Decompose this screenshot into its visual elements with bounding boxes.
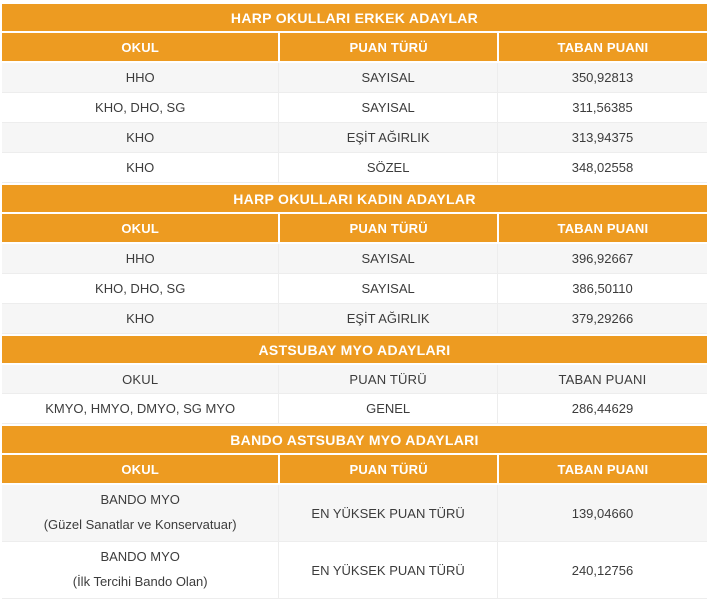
cell-okul: BANDO MYO (Güzel Sanatlar ve Konservatua… — [2, 485, 278, 541]
cell-taban-puani: 311,56385 — [496, 93, 707, 122]
cell-taban-puani: 313,94375 — [496, 123, 707, 152]
column-header-puan-turu: PUAN TÜRÜ — [278, 455, 497, 483]
table-row: KHO SÖZEL 348,02558 — [2, 153, 707, 183]
cell-okul: KHO — [126, 130, 155, 145]
okul-name: BANDO MYO — [100, 549, 180, 565]
column-header-puan-turu: PUAN TÜRÜ — [278, 214, 497, 242]
cell-okul: KHO — [126, 311, 155, 326]
table-row: BANDO MYO (Güzel Sanatlar ve Konservatua… — [2, 485, 707, 542]
column-header-row: OKUL PUAN TÜRÜ TABAN PUANI — [2, 455, 707, 483]
table-area: HARP OKULLARI ERKEK ADAYLAR OKUL PUAN TÜ… — [2, 4, 707, 599]
cell-puan-turu: EN YÜKSEK PUAN TÜRÜ — [278, 542, 497, 598]
cell-puan-turu: SAYISAL — [278, 93, 497, 122]
cell-okul: HHO — [125, 70, 155, 85]
table-row: KMYO, HMYO, DMYO, SG MYO GENEL 286,44629 — [2, 394, 707, 424]
table-row: KHO EŞİT AĞIRLIK 313,94375 — [2, 123, 707, 153]
table-row: HHO SAYISAL 396,92667 — [2, 244, 707, 274]
cell-taban-puani: 396,92667 — [496, 244, 707, 273]
cell-taban-puani: 379,29266 — [496, 304, 707, 333]
column-header-puan-turu: PUAN TÜRÜ — [278, 365, 497, 393]
column-header-row: OKUL PUAN TÜRÜ TABAN PUANI — [2, 214, 707, 242]
section-bando-astsubay-myo: BANDO ASTSUBAY MYO ADAYLARI OKUL PUAN TÜ… — [2, 426, 707, 599]
section-astsubay-myo: ASTSUBAY MYO ADAYLARI OKUL PUAN TÜRÜ TAB… — [2, 336, 707, 424]
cell-taban-puani: 240,12756 — [496, 542, 707, 598]
column-header-okul: OKUL — [2, 365, 279, 393]
column-header-okul: OKUL — [2, 214, 279, 242]
section-title: HARP OKULLARI KADIN ADAYLAR — [2, 185, 707, 212]
cell-puan-turu: SÖZEL — [278, 153, 497, 182]
cell-okul: KHO, DHO, SG — [95, 100, 186, 115]
column-header-taban-puani: TABAN PUANI — [496, 33, 707, 61]
cell-okul: KHO, DHO, SG — [95, 281, 186, 296]
column-header-puan-turu: PUAN TÜRÜ — [278, 33, 497, 61]
section-title: ASTSUBAY MYO ADAYLARI — [2, 336, 707, 363]
section-erkek-adaylar: HARP OKULLARI ERKEK ADAYLAR OKUL PUAN TÜ… — [2, 4, 707, 183]
okul-subtitle: (İlk Tercihi Bando Olan) — [72, 574, 208, 589]
column-header-okul: OKUL — [2, 455, 279, 483]
column-header-row: OKUL PUAN TÜRÜ TABAN PUANI — [2, 33, 707, 61]
column-header-row: OKUL PUAN TÜRÜ TABAN PUANI — [2, 365, 707, 394]
cell-taban-puani: 348,02558 — [496, 153, 707, 182]
table-row: KHO, DHO, SG SAYISAL 386,50110 — [2, 274, 707, 304]
cell-okul: KHO — [126, 160, 155, 175]
table-row: BANDO MYO (İlk Tercihi Bando Olan) EN YÜ… — [2, 542, 707, 599]
section-kadin-adaylar: HARP OKULLARI KADIN ADAYLAR OKUL PUAN TÜ… — [2, 185, 707, 334]
cell-taban-puani: 139,04660 — [496, 485, 707, 541]
cell-okul: HHO — [125, 251, 155, 266]
cell-puan-turu: EN YÜKSEK PUAN TÜRÜ — [278, 485, 497, 541]
section-title: BANDO ASTSUBAY MYO ADAYLARI — [2, 426, 707, 453]
cell-puan-turu: SAYISAL — [278, 63, 497, 92]
column-header-okul: OKUL — [2, 33, 279, 61]
okul-subtitle: (Güzel Sanatlar ve Konservatuar) — [43, 517, 237, 532]
column-header-taban-puani: TABAN PUANI — [496, 214, 707, 242]
table-row: KHO, DHO, SG SAYISAL 311,56385 — [2, 93, 707, 123]
cell-puan-turu: SAYISAL — [278, 274, 497, 303]
column-header-taban-puani: TABAN PUANI — [496, 455, 707, 483]
cell-taban-puani: 350,92813 — [496, 63, 707, 92]
cell-puan-turu: SAYISAL — [278, 244, 497, 273]
cell-puan-turu: EŞİT AĞIRLIK — [278, 123, 497, 152]
cell-okul: KMYO, HMYO, DMYO, SG MYO — [45, 401, 236, 416]
table-row: KHO EŞİT AĞIRLIK 379,29266 — [2, 304, 707, 334]
cell-taban-puani: 386,50110 — [496, 274, 707, 303]
cell-puan-turu: EŞİT AĞIRLIK — [278, 304, 497, 333]
column-header-taban-puani: TABAN PUANI — [496, 365, 707, 393]
cell-taban-puani: 286,44629 — [496, 394, 707, 423]
cell-puan-turu: GENEL — [278, 394, 497, 423]
section-title: HARP OKULLARI ERKEK ADAYLAR — [2, 4, 707, 31]
okul-name: BANDO MYO — [100, 492, 180, 508]
table-row: HHO SAYISAL 350,92813 — [2, 63, 707, 93]
cell-okul: BANDO MYO (İlk Tercihi Bando Olan) — [2, 542, 278, 598]
